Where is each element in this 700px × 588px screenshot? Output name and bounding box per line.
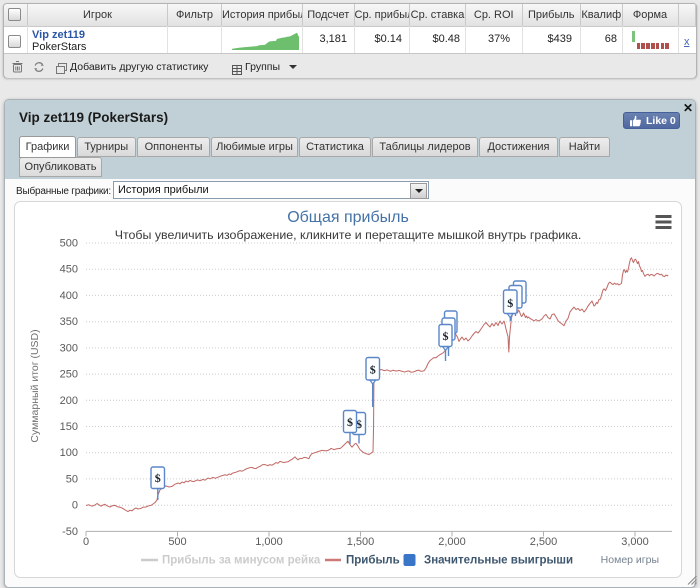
svg-text:Значительные выигрыши: Значительные выигрыши — [424, 555, 573, 567]
svg-text:350: 350 — [60, 316, 78, 328]
svg-text:1,500: 1,500 — [347, 536, 375, 548]
svg-text:$: $ — [507, 296, 513, 310]
svg-text:Суммарный итог (USD): Суммарный итог (USD) — [29, 329, 41, 442]
svg-text:1,000: 1,000 — [255, 536, 283, 548]
svg-text:500: 500 — [168, 536, 186, 548]
svg-text:250: 250 — [60, 369, 78, 381]
svg-text:0: 0 — [83, 536, 89, 548]
svg-text:400: 400 — [60, 290, 78, 302]
svg-text:450: 450 — [60, 264, 78, 276]
svg-text:Прибыль за минусом рейка: Прибыль за минусом рейка — [162, 555, 321, 567]
svg-text:$: $ — [370, 363, 376, 377]
svg-text:$: $ — [155, 471, 161, 485]
svg-text:50: 50 — [66, 473, 78, 485]
svg-text:Общая прибыль: Общая прибыль — [287, 209, 409, 226]
svg-text:200: 200 — [60, 395, 78, 407]
svg-text:150: 150 — [60, 421, 78, 433]
svg-text:$: $ — [356, 417, 362, 431]
svg-text:0: 0 — [72, 500, 78, 512]
svg-text:-50: -50 — [62, 526, 78, 538]
svg-text:3,000: 3,000 — [621, 536, 649, 548]
svg-text:$: $ — [347, 415, 353, 429]
svg-text:Прибыль: Прибыль — [346, 555, 400, 567]
svg-text:Чтобы увеличить изображение, к: Чтобы увеличить изображение, кликните и … — [115, 228, 582, 242]
svg-text:2,000: 2,000 — [438, 536, 466, 548]
svg-text:Номер игры: Номер игры — [601, 554, 659, 566]
svg-text:500: 500 — [60, 238, 78, 250]
svg-text:2,500: 2,500 — [530, 536, 558, 548]
svg-text:$: $ — [443, 329, 449, 343]
svg-text:100: 100 — [60, 447, 78, 459]
svg-text:300: 300 — [60, 342, 78, 354]
